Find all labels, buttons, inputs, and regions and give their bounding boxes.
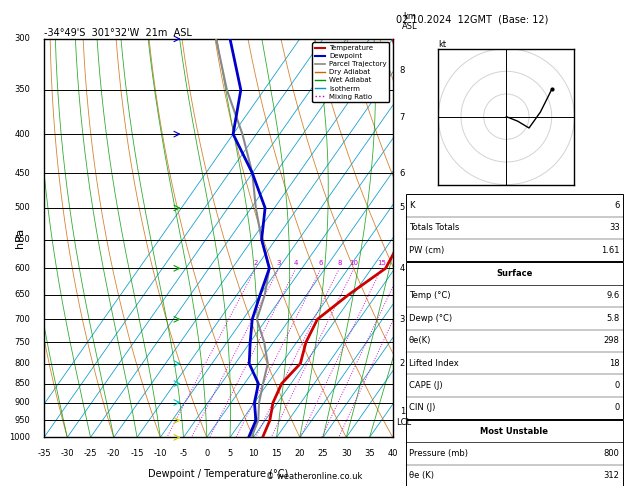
- Text: 33: 33: [609, 224, 620, 232]
- Text: km
ASL: km ASL: [403, 12, 418, 31]
- Text: 0: 0: [615, 381, 620, 390]
- Text: 30: 30: [341, 450, 352, 458]
- Text: 550: 550: [14, 235, 30, 244]
- Text: 0: 0: [204, 450, 209, 458]
- Text: 20: 20: [294, 450, 305, 458]
- Text: Lifted Index: Lifted Index: [409, 359, 459, 367]
- Text: 8: 8: [400, 66, 405, 75]
- Text: 6: 6: [400, 169, 405, 177]
- Text: © weatheronline.co.uk: © weatheronline.co.uk: [266, 472, 363, 481]
- Text: 350: 350: [14, 86, 30, 94]
- Text: 10: 10: [248, 450, 259, 458]
- Text: 298: 298: [604, 336, 620, 345]
- Text: LCL: LCL: [396, 417, 411, 427]
- Text: Pressure (mb): Pressure (mb): [409, 449, 468, 458]
- Text: 800: 800: [14, 359, 30, 368]
- Text: 6: 6: [319, 260, 323, 266]
- Text: θe (K): θe (K): [409, 471, 434, 480]
- Text: 312: 312: [604, 471, 620, 480]
- Text: CIN (J): CIN (J): [409, 403, 435, 412]
- Text: 850: 850: [14, 379, 30, 388]
- Text: -35: -35: [37, 450, 51, 458]
- Text: Dewp (°C): Dewp (°C): [409, 314, 452, 323]
- Text: 450: 450: [14, 169, 30, 177]
- Text: 10: 10: [350, 260, 359, 266]
- Text: Temp (°C): Temp (°C): [409, 292, 450, 300]
- Text: K: K: [409, 201, 415, 210]
- Text: 8: 8: [337, 260, 342, 266]
- Text: -10: -10: [153, 450, 167, 458]
- Text: 400: 400: [14, 130, 30, 139]
- Text: 35: 35: [364, 450, 375, 458]
- Text: -34°49'S  301°32'W  21m  ASL: -34°49'S 301°32'W 21m ASL: [44, 28, 192, 38]
- Text: Dewpoint / Temperature (°C): Dewpoint / Temperature (°C): [148, 469, 289, 479]
- Text: 2: 2: [400, 359, 405, 368]
- Text: 800: 800: [604, 449, 620, 458]
- Text: 18: 18: [609, 359, 620, 367]
- Text: 6: 6: [614, 201, 620, 210]
- Text: -5: -5: [179, 450, 187, 458]
- Text: 900: 900: [14, 398, 30, 407]
- Text: 5: 5: [228, 450, 233, 458]
- Text: θe(K): θe(K): [409, 336, 431, 345]
- Text: Totals Totals: Totals Totals: [409, 224, 459, 232]
- Text: 700: 700: [14, 315, 30, 324]
- Text: 750: 750: [14, 338, 30, 347]
- Text: 15: 15: [271, 450, 282, 458]
- Text: 9.6: 9.6: [606, 292, 620, 300]
- Text: -15: -15: [130, 450, 144, 458]
- Text: 1.61: 1.61: [601, 246, 620, 255]
- Text: 3: 3: [277, 260, 281, 266]
- Text: 25: 25: [318, 450, 328, 458]
- Text: 950: 950: [14, 416, 30, 425]
- Text: -25: -25: [84, 450, 97, 458]
- Text: 4: 4: [400, 264, 405, 273]
- Text: 5.8: 5.8: [606, 314, 620, 323]
- Text: kt: kt: [438, 39, 447, 49]
- Text: PW (cm): PW (cm): [409, 246, 444, 255]
- Text: 3: 3: [400, 315, 405, 324]
- Text: 15: 15: [377, 260, 386, 266]
- Text: 300: 300: [14, 35, 30, 43]
- Text: 600: 600: [14, 264, 30, 273]
- Text: 7: 7: [400, 113, 405, 122]
- Text: 1000: 1000: [9, 433, 30, 442]
- Text: 2: 2: [253, 260, 258, 266]
- Text: 40: 40: [387, 450, 398, 458]
- Text: 02.10.2024  12GMT  (Base: 12): 02.10.2024 12GMT (Base: 12): [396, 14, 548, 24]
- Text: 1: 1: [400, 407, 405, 416]
- Text: 5: 5: [400, 204, 405, 212]
- Text: 4: 4: [294, 260, 298, 266]
- Text: 500: 500: [14, 204, 30, 212]
- Text: -30: -30: [60, 450, 74, 458]
- Text: CAPE (J): CAPE (J): [409, 381, 442, 390]
- Legend: Temperature, Dewpoint, Parcel Trajectory, Dry Adiabat, Wet Adiabat, Isotherm, Mi: Temperature, Dewpoint, Parcel Trajectory…: [312, 42, 389, 103]
- Text: Most Unstable: Most Unstable: [480, 427, 548, 435]
- Text: hPa: hPa: [14, 228, 25, 248]
- Text: Surface: Surface: [496, 269, 532, 278]
- Text: 0: 0: [615, 403, 620, 412]
- Text: -20: -20: [107, 450, 121, 458]
- Text: 650: 650: [14, 290, 30, 299]
